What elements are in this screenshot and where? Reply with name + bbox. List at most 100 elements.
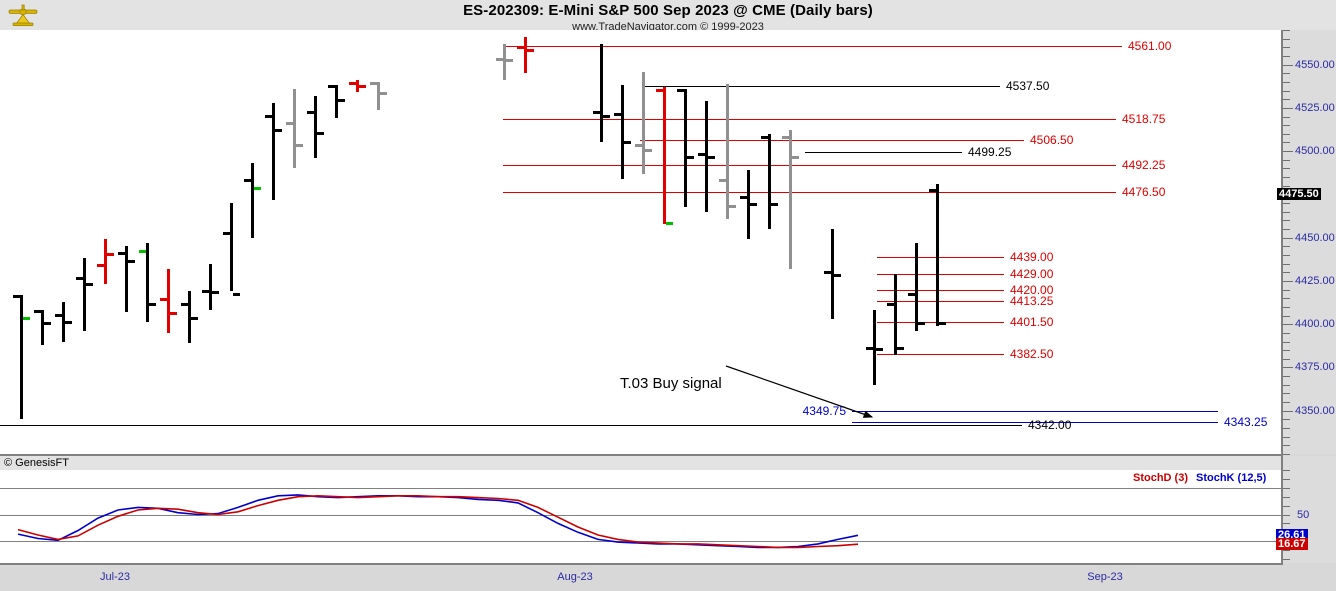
price-level-label: 4420.00 [1010, 282, 1054, 297]
price-level-label: 4349.75 [802, 404, 846, 419]
bar-open-tick [740, 196, 747, 200]
price-axis-tick [1283, 306, 1290, 308]
bar-open-tick [719, 178, 726, 182]
bar-close-tick [275, 128, 282, 132]
price-axis-major-tick [1283, 107, 1293, 109]
indicator-axis-tick [1283, 514, 1290, 516]
bar-close-tick [603, 114, 610, 118]
price-level-line[interactable] [640, 139, 1024, 141]
price-level-line[interactable] [503, 118, 1116, 120]
price-axis-tick [1283, 436, 1290, 438]
price-level-label: 4499.25 [968, 145, 1012, 160]
price-axis-tick [1283, 73, 1290, 75]
indicator-legend-item[interactable]: StochD (3) [1133, 472, 1188, 484]
price-axis[interactable]: 4550.00 4525.00 4500.00 4450.00 4425.00 4400.… [1277, 30, 1336, 455]
price-axis-tick [1283, 289, 1290, 291]
bar-close-tick [666, 222, 673, 226]
price-chart-panel[interactable]: 4561.00 4537.50 4518.75 4506.50 4499.25 4492.… [0, 30, 1283, 456]
price-axis-tick [1283, 159, 1290, 161]
price-level-line[interactable] [0, 424, 1022, 426]
stochastic-axis[interactable]: 50 26.61 16.67 [1276, 456, 1336, 563]
bar-range [188, 291, 191, 344]
bar-range [314, 95, 317, 159]
price-level-label: 4382.50 [1010, 347, 1054, 362]
bar-close-tick [317, 132, 324, 136]
price-level-line[interactable] [503, 191, 1116, 193]
price-axis-tick [1283, 298, 1290, 300]
price-axis-tick [1283, 419, 1290, 421]
bar-close-tick [233, 293, 240, 297]
indicator-axis-label: 50 [1297, 508, 1310, 521]
bar-range [104, 239, 107, 285]
price-level-line[interactable] [805, 152, 962, 154]
bar-open-tick [13, 294, 20, 298]
bar-range [125, 246, 128, 313]
price-level-label: 4401.50 [1010, 314, 1054, 329]
price-axis-tick [1283, 38, 1290, 40]
price-axis-major-tick [1283, 64, 1293, 66]
price-axis-tick [1283, 185, 1290, 187]
bar-range [335, 85, 338, 119]
price-level-line[interactable] [877, 354, 1004, 356]
price-level-line[interactable] [877, 321, 1004, 323]
price-level-line[interactable] [503, 164, 1116, 166]
price-level-label: 4561.00 [1128, 38, 1172, 53]
stochastic-lines [17, 494, 859, 549]
date-axis[interactable]: Jul-23 Aug-23 Sep-23 [0, 565, 1336, 591]
indicator-top-band [0, 456, 1281, 470]
bar-open-tick [782, 135, 789, 139]
price-level-line[interactable] [877, 274, 1004, 276]
bar-range [272, 102, 275, 200]
bar-close-tick [170, 312, 177, 316]
price-axis-tick [1283, 177, 1290, 179]
bar-close-tick [380, 92, 387, 96]
bar-open-tick [656, 88, 663, 92]
price-axis-tick [1283, 350, 1290, 352]
bar-open-tick [223, 232, 230, 236]
bar-open-tick [635, 144, 642, 148]
bar-close-tick [506, 59, 513, 63]
price-axis-tick [1283, 358, 1290, 360]
price-axis-tick [1283, 263, 1290, 265]
bar-open-tick [593, 111, 600, 115]
price-axis-label: 4375.00 [1295, 361, 1335, 374]
bar-range [146, 242, 149, 323]
price-level-label: 4439.00 [1010, 249, 1054, 264]
bar-close-tick [107, 253, 114, 257]
bar-open-tick [908, 293, 915, 297]
price-level-line[interactable] [642, 86, 1000, 88]
bar-close-tick [897, 346, 904, 350]
bar-range [20, 294, 23, 420]
bar-open-tick [349, 81, 356, 85]
price-axis-tick [1283, 454, 1290, 455]
price-axis-label: 4425.00 [1295, 274, 1335, 287]
price-axis-tick [1283, 315, 1290, 317]
indicator-legend-item[interactable]: StochK (12,5) [1196, 472, 1267, 484]
price-level-line[interactable] [877, 289, 1004, 291]
price-level-line[interactable] [877, 256, 1004, 258]
bar-range [894, 274, 897, 356]
price-level-line[interactable] [503, 45, 1122, 47]
indicator-value-badge: 16.67 [1276, 538, 1308, 551]
price-axis-tick [1283, 376, 1290, 378]
stochastic-panel[interactable]: © GenesisFT StochD (3) StochK (12,5) [0, 456, 1283, 565]
bar-open-tick [55, 313, 62, 317]
price-axis-label: 4550.00 [1295, 58, 1335, 71]
bar-range [600, 43, 603, 143]
price-axis-tick [1283, 254, 1290, 256]
price-axis-tick [1283, 341, 1290, 343]
bar-open-tick [97, 263, 104, 267]
bar-range [831, 229, 834, 319]
bar-open-tick [496, 57, 503, 61]
bar-close-tick [771, 203, 778, 207]
price-level-line[interactable] [852, 411, 1218, 413]
chart-header: ES-202309: E-Mini S&P 500 Sep 2023 @ CME… [0, 0, 1336, 33]
price-level-line[interactable] [877, 301, 1004, 303]
bar-open-tick [517, 45, 524, 49]
bar-open-tick [370, 81, 377, 85]
bar-open-tick [328, 85, 335, 89]
bar-open-tick [265, 114, 272, 118]
current-price-marker: 4475.50 [1277, 187, 1321, 200]
price-level-line[interactable] [852, 422, 1218, 424]
bar-close-tick [939, 322, 946, 326]
